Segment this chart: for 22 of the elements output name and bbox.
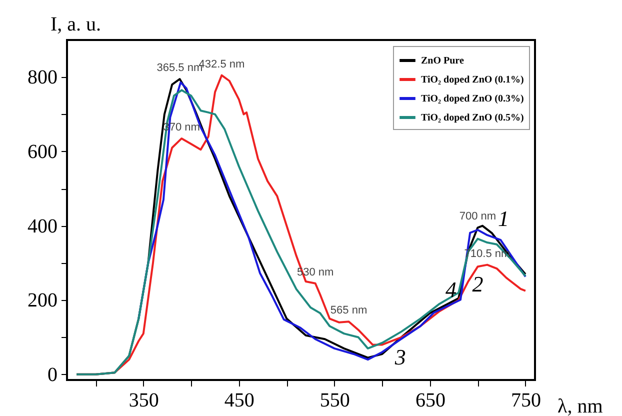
legend-label: ZnO Pure [421,56,464,66]
x-tick-label: 650 [415,390,446,412]
y-tick-label: 600 [28,140,58,163]
x-tick-label: 750 [510,390,541,412]
legend-label: TiO₂ doped ZnO (0.1%) [421,74,524,86]
y-tick-label: 800 [28,66,58,89]
legend-label: TiO₂ doped ZnO (0.5%) [421,112,524,124]
annotation: 565 nm [330,304,368,317]
y-axis-title: I, a. u. [50,14,102,36]
y-tick-label: 400 [28,215,58,238]
y-tick-label: 200 [28,290,58,312]
legend-label: TiO₂ doped ZnO (0.3%) [421,94,524,104]
y-tick-label: 0 [48,364,58,386]
annotation: 700 nm [459,210,496,223]
annotation: 1 [498,206,510,232]
annotation: 3 [394,344,406,370]
x-axis-title: λ, nm [558,396,604,416]
x-tick-label: 350 [128,390,159,412]
x-tick-label: 450 [224,390,254,412]
annotation: 4 [445,276,456,302]
annotation: 2 [472,272,484,297]
x-tick-label: 550 [320,390,350,412]
